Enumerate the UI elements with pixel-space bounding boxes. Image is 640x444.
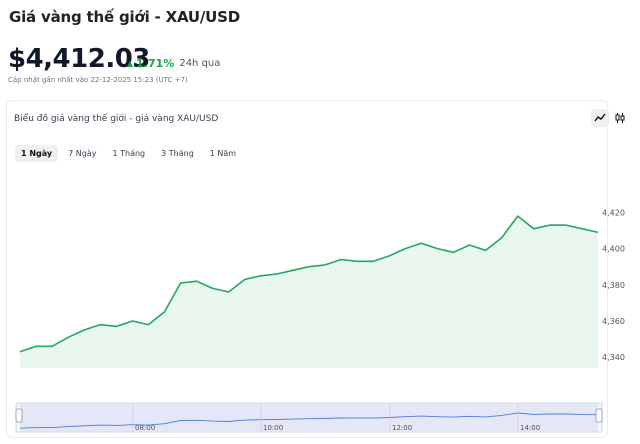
range-tab-1-day[interactable]: 1 Ngày bbox=[15, 145, 59, 162]
change-period: 24h qua bbox=[179, 58, 221, 69]
arrow-up-icon: ▲ bbox=[127, 59, 134, 68]
chart-title: Biểu đồ giá vàng thế giới - giá vàng XAU… bbox=[14, 114, 219, 124]
chart-card: Biểu đồ giá vàng thế giới - giá vàng XAU… bbox=[6, 100, 625, 438]
line-chart-button[interactable] bbox=[591, 109, 609, 127]
range-tabs: 1 Ngày 7 Ngày 1 Tháng 3 Tháng 1 Năm bbox=[15, 145, 242, 162]
current-price: $4,412.03 bbox=[8, 44, 150, 74]
range-tab-1-year[interactable]: 1 Năm bbox=[209, 149, 237, 158]
line-chart-icon bbox=[594, 113, 606, 122]
price-change: ▲ 1.71% 24h qua bbox=[127, 57, 220, 70]
page-title: Giá vàng thế giới - XAU/USD bbox=[9, 8, 240, 26]
range-tab-3-months[interactable]: 3 Tháng bbox=[161, 149, 194, 158]
candlestick-icon bbox=[615, 113, 625, 123]
change-percent: 1.71% bbox=[136, 57, 175, 70]
last-updated: Cập nhật gần nhất vào 22-12-2025 15:23 (… bbox=[8, 76, 188, 84]
candlestick-button[interactable] bbox=[611, 109, 629, 127]
range-tab-7-days[interactable]: 7 Ngày bbox=[68, 149, 97, 158]
range-tab-1-month[interactable]: 1 Tháng bbox=[112, 149, 146, 158]
